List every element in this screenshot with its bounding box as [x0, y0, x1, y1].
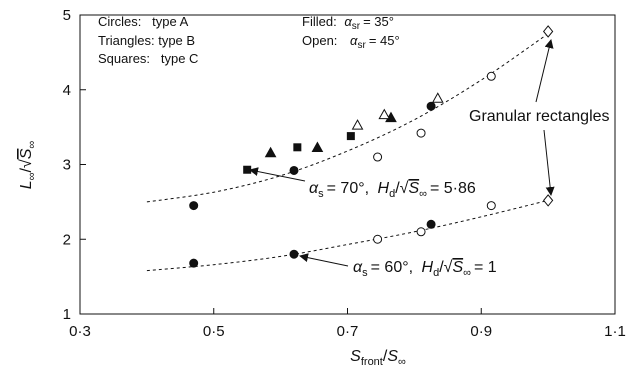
- upper-h-value: = 5·86: [430, 180, 476, 197]
- upper-h-sub: d: [389, 188, 395, 200]
- x-tick-label: 0·5: [203, 323, 225, 340]
- open-circle-point: [486, 71, 496, 81]
- filled-circle-point: [189, 258, 199, 268]
- lower-alpha: α: [353, 259, 363, 276]
- y-axis-ticks: 1 2 3 4 5: [63, 7, 86, 323]
- open-circle-point: [416, 128, 426, 138]
- x-axis-ticks: 0·3 0·5 0·7 0·9 1·1: [69, 308, 626, 340]
- y-title-s: S: [18, 148, 35, 159]
- y-tick-label: 3: [63, 157, 71, 174]
- open-triangle-point: [351, 119, 364, 130]
- legend-filled: Filled: αsr = 35°: [302, 14, 394, 32]
- open-circle-point: [486, 201, 496, 211]
- upper-alpha-sub: s: [318, 188, 324, 200]
- lower-s-sub: ∞: [463, 267, 471, 279]
- legend-triangles: Triangles: type B: [98, 33, 195, 48]
- upper-alpha: α: [309, 180, 319, 197]
- upper-s-sub: ∞: [419, 188, 427, 200]
- legend-open-prefix: Open:: [302, 33, 337, 48]
- legend-filled-alpha: α: [344, 14, 352, 29]
- upper-h-slash: /√: [395, 180, 408, 197]
- lower-h: H: [422, 259, 434, 276]
- filled-circle-point: [426, 101, 436, 111]
- x-axis-title: Sfront/S∞: [350, 348, 406, 368]
- filled-circle-point: [289, 249, 299, 259]
- legend-open-value: = 45°: [369, 33, 400, 48]
- y-tick-label: 5: [63, 7, 71, 24]
- upper-alpha-value: = 70°,: [327, 180, 369, 197]
- legend-open-alpha: α: [350, 33, 358, 48]
- y-title-sub: ∞: [26, 173, 38, 181]
- legend-notes: Circles: type A Triangles: type B Square…: [98, 14, 400, 66]
- open-circle-point: [416, 227, 426, 237]
- y-title-sub2: ∞: [26, 141, 38, 149]
- open-circle-point: [373, 234, 383, 244]
- y-title-slash: /√: [18, 159, 35, 172]
- arrow-to-lower-curve: [299, 253, 349, 267]
- lower-h-value: = 1: [474, 259, 497, 276]
- legend-filled-prefix: Filled:: [302, 14, 337, 29]
- upper-fit-curve: [146, 33, 549, 203]
- x-title-s2: S: [387, 348, 398, 365]
- filled-circle-point: [289, 165, 299, 175]
- fit-curves: [146, 33, 549, 272]
- x-tick-label: 0·9: [470, 323, 492, 340]
- x-title-sub: front: [361, 356, 383, 368]
- open-diamond-point: [542, 194, 554, 207]
- lower-alpha-value: = 60°,: [371, 259, 413, 276]
- lower-curve-annotation: αs = 60°, Hd/√S∞ = 1: [353, 259, 497, 279]
- lower-fit-curve: [146, 199, 549, 272]
- legend-circles: Circles: type A: [98, 14, 189, 29]
- x-title-s: S: [350, 348, 361, 365]
- y-title-l: L: [18, 180, 35, 189]
- filled-square-point: [346, 132, 355, 141]
- open-diamond-point: [542, 25, 554, 38]
- y-tick-label: 1: [63, 306, 71, 323]
- x-tick-label: 1·1: [604, 323, 626, 340]
- arrow-to-lower-diamond: [543, 129, 555, 196]
- filled-triangle-point: [311, 141, 324, 153]
- y-tick-label: 2: [63, 231, 71, 248]
- x-title-slash: /: [383, 348, 388, 365]
- x-title-sub2: ∞: [398, 356, 406, 368]
- data-points: [189, 25, 554, 268]
- filled-square-point: [293, 143, 302, 152]
- y-tick-label: 4: [63, 82, 71, 99]
- filled-circle-point: [426, 219, 436, 229]
- open-triangle-point: [378, 108, 391, 120]
- upper-s: S: [408, 180, 419, 197]
- legend-filled-alpha-sub: sr: [352, 21, 361, 32]
- filled-triangle-point: [264, 146, 277, 158]
- upper-h: H: [378, 180, 390, 197]
- legend-filled-value: = 35°: [363, 14, 394, 29]
- open-circle-point: [373, 152, 383, 162]
- arrow-to-upper-diamond: [535, 39, 554, 103]
- open-triangle-point: [431, 92, 444, 103]
- legend-open-alpha-sub: sr: [357, 40, 366, 51]
- arrow-to-upper-curve: [249, 167, 306, 182]
- y-axis-title: L∞/√S∞: [18, 141, 38, 190]
- x-tick-label: 0·7: [337, 323, 359, 340]
- lower-alpha-sub: s: [362, 267, 368, 279]
- lower-h-slash: /√: [439, 259, 452, 276]
- lower-h-sub: d: [433, 267, 439, 279]
- x-tick-label: 0·3: [69, 323, 91, 340]
- lower-s: S: [452, 259, 463, 276]
- filled-circle-point: [189, 201, 199, 211]
- legend-squares: Squares: type C: [98, 51, 198, 66]
- filled-square-point: [243, 165, 252, 174]
- legend-open: Open: αsr = 45°: [302, 33, 400, 51]
- granular-rectangles-label: Granular rectangles: [469, 108, 610, 125]
- upper-curve-annotation: αs = 70°, Hd/√S∞ = 5·86: [309, 180, 476, 200]
